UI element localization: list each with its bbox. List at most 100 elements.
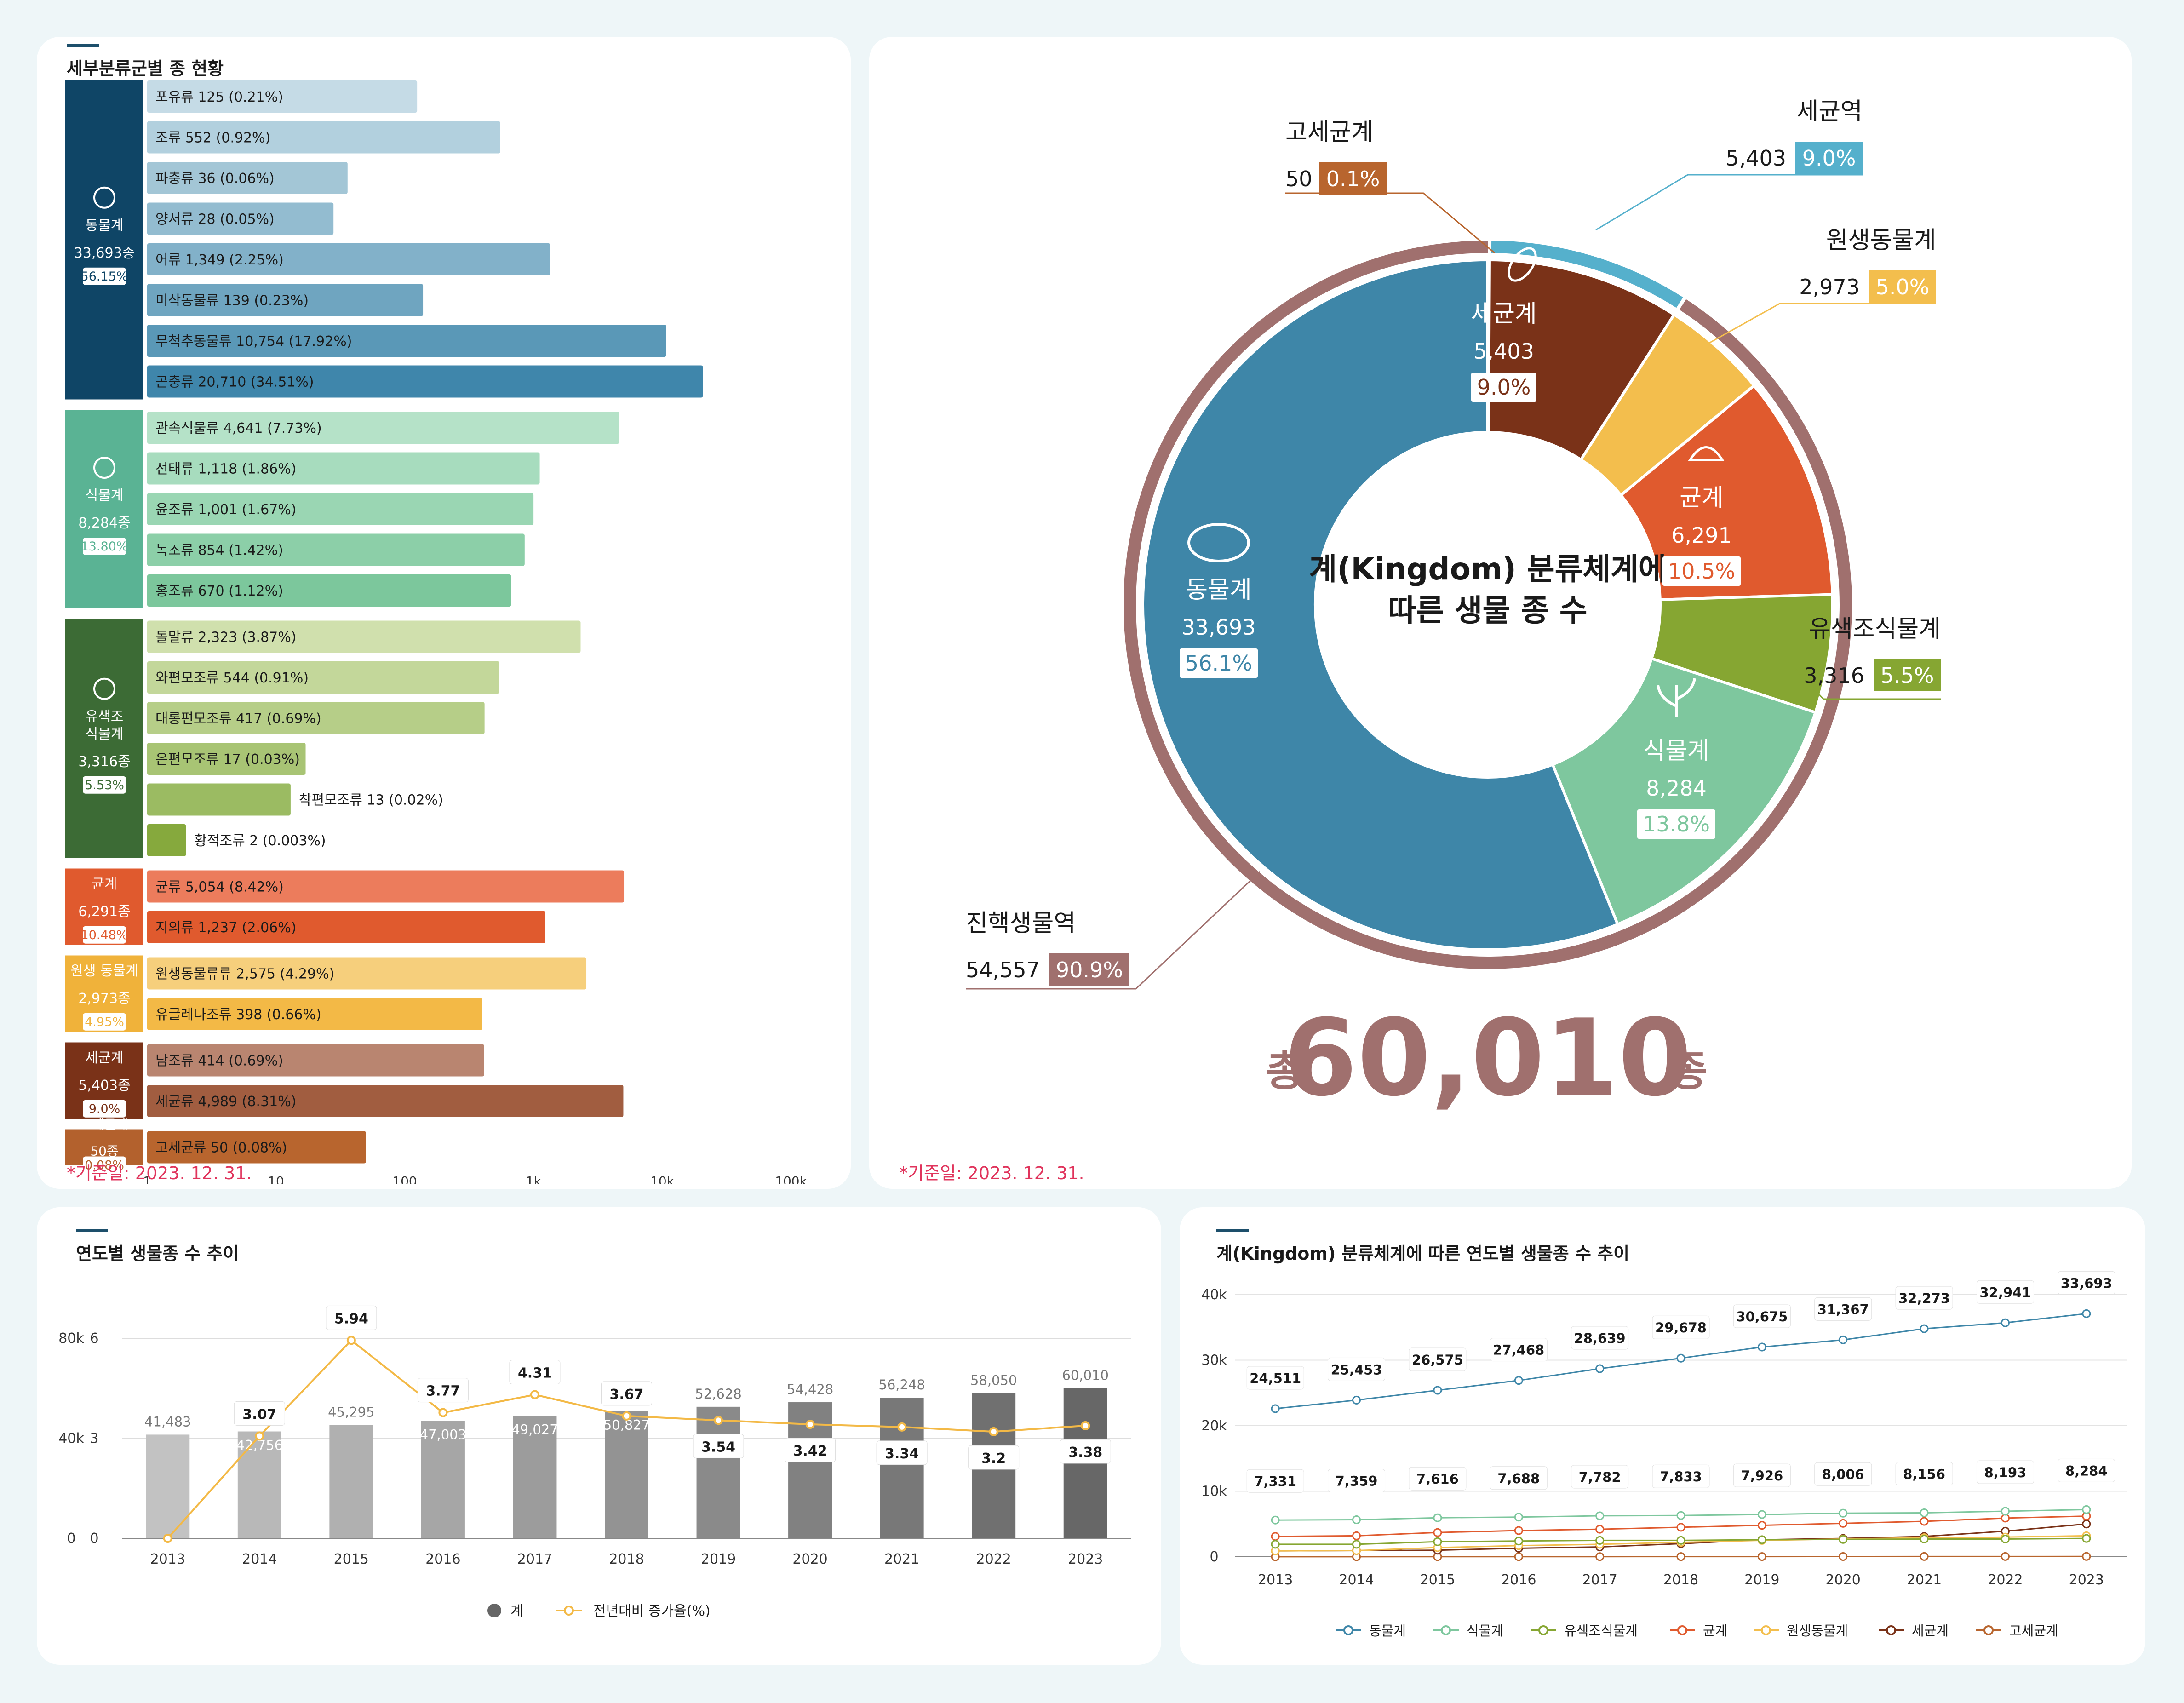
rate-point: [1081, 1421, 1090, 1430]
series-point: [2001, 1318, 2010, 1327]
value-label-box: [1814, 1297, 1872, 1321]
bar-label: 파충류 36 (0.06%): [155, 171, 275, 187]
rate-point: [622, 1411, 631, 1421]
rate-label-box: [417, 1378, 469, 1403]
series-point: [1839, 1519, 1848, 1528]
value-label-box: [1895, 1286, 1953, 1310]
legend-swatch: [1677, 1625, 1687, 1635]
value-label-box: [1328, 1468, 1386, 1492]
legend-swatch: [1538, 1625, 1548, 1635]
y-tick: 30k: [1201, 1353, 1227, 1369]
bar: [147, 824, 186, 856]
series-point: [1433, 1537, 1442, 1546]
rabbit-icon-shape: [93, 186, 115, 209]
value-label-box: [2058, 1458, 2115, 1482]
value-label-box: [1895, 1462, 1953, 1486]
bar-label: 60,010: [1062, 1368, 1108, 1383]
donut-center-title: 계(Kingdom) 분류체계에: [1309, 551, 1667, 587]
rate-label-box: [601, 1381, 652, 1406]
bacteria-icon: [1508, 247, 1537, 282]
series-point: [1595, 1364, 1605, 1373]
rate-label: 3.34: [885, 1446, 919, 1462]
x-tick: 2015: [1420, 1572, 1455, 1588]
legend-swatch: [1761, 1625, 1771, 1635]
slice-6: [1551, 657, 1817, 926]
callout-line: [966, 871, 1261, 990]
series-point: [1433, 1513, 1442, 1522]
bar-label: 관속식물류 4,641 (7.73%): [155, 420, 322, 436]
series-point: [1514, 1537, 1523, 1546]
series-point: [1839, 1508, 1848, 1518]
bar-label: 어류 1,349 (2.25%): [155, 252, 284, 268]
bar: [147, 1044, 484, 1077]
series-point: [2001, 1507, 2010, 1516]
bar: [147, 911, 545, 943]
series-point: [2001, 1535, 2010, 1544]
callout-line: [1595, 174, 1863, 231]
series-point: [1839, 1552, 1848, 1561]
value-label-box: [1652, 1464, 1710, 1488]
bar-label: 지의류 1,237 (2.06%): [155, 920, 296, 936]
series-point: [1757, 1552, 1766, 1561]
leaf-icon-shape: [93, 457, 115, 479]
leaf-icon-shape: [1657, 678, 1696, 717]
rate-label-box: [234, 1401, 285, 1426]
value-label: 7,616: [1416, 1471, 1459, 1487]
callout-name: 유색조식물계: [1809, 615, 1941, 643]
value-label: 8,156: [1903, 1467, 1945, 1482]
x-tick: 1: [143, 1174, 151, 1184]
pct-badge: [83, 538, 126, 555]
pct-badge: [1319, 162, 1387, 195]
bar-label: 미삭동물류 139 (0.23%): [155, 293, 309, 309]
series-point: [1839, 1535, 1848, 1544]
yearly-kingdom-panel: 계(Kingdom) 분류체계에 따른 연도별 생물종 수 추이 0 10k 20k…: [1180, 1207, 2145, 1665]
series-point: [1433, 1386, 1442, 1395]
rate-label-box: [326, 1305, 377, 1330]
x-tick: 2013: [1258, 1572, 1293, 1588]
value-label: 8,006: [1822, 1467, 1864, 1482]
x-tick: 2019: [701, 1551, 736, 1567]
series-point: [1271, 1515, 1280, 1525]
x-tick: 2016: [425, 1551, 460, 1567]
x-tick: 2016: [1501, 1572, 1536, 1588]
bar-label: 남조류 414 (0.69%): [155, 1053, 283, 1069]
bar: [147, 80, 418, 113]
callout-name: 고세균계: [1285, 119, 1373, 146]
bar: [147, 365, 703, 398]
kingdom-donut-panel: 계(Kingdom) 분류체계에 따른 생물 종 수 동물계 33,693 56.1% 세…: [869, 37, 2132, 1189]
y-tick: 0: [1210, 1549, 1218, 1565]
value-label: 33,693: [2061, 1275, 2112, 1291]
series-point: [1920, 1517, 1929, 1526]
callout-name: 진핵생물역: [966, 910, 1076, 937]
pct-badge: [1049, 953, 1129, 986]
series-point: [1595, 1511, 1605, 1520]
bar: [147, 870, 625, 903]
x-tick: 2017: [517, 1551, 552, 1567]
x-tick: 2015: [334, 1551, 369, 1567]
rate-label-box: [876, 1440, 928, 1465]
group-pct: 4.95%: [85, 1015, 124, 1029]
slice-name: 식물계: [1643, 737, 1709, 765]
group-pct: 0.08%: [85, 1158, 124, 1173]
x-tick: 100: [392, 1174, 417, 1184]
leaf-icon: [93, 457, 115, 479]
callout-pct: 9.0%: [1802, 146, 1856, 171]
seaweed-icon-shape: [93, 677, 115, 700]
bar: [696, 1406, 740, 1538]
series-point: [1920, 1324, 1929, 1333]
rate-point: [163, 1534, 172, 1543]
slice-pct: 56.1%: [1185, 651, 1252, 676]
series-point: [1757, 1521, 1766, 1530]
series-point: [1271, 1404, 1280, 1413]
value-label: 26,575: [1412, 1352, 1463, 1368]
group-pct: 10.48%: [81, 928, 128, 942]
x-tick: 2013: [150, 1551, 185, 1567]
value-label-box: [1733, 1304, 1791, 1328]
series-point: [2082, 1505, 2091, 1514]
callout-pct: 0.1%: [1326, 166, 1380, 191]
bar-label: 홍조류 670 (1.12%): [155, 583, 283, 599]
x-tick: 1k: [526, 1174, 542, 1184]
panel-title: 계(Kingdom) 분류체계에 따른 연도별 생물종 수 추이: [1216, 1229, 1629, 1265]
bar-label: 49,027: [511, 1422, 558, 1437]
